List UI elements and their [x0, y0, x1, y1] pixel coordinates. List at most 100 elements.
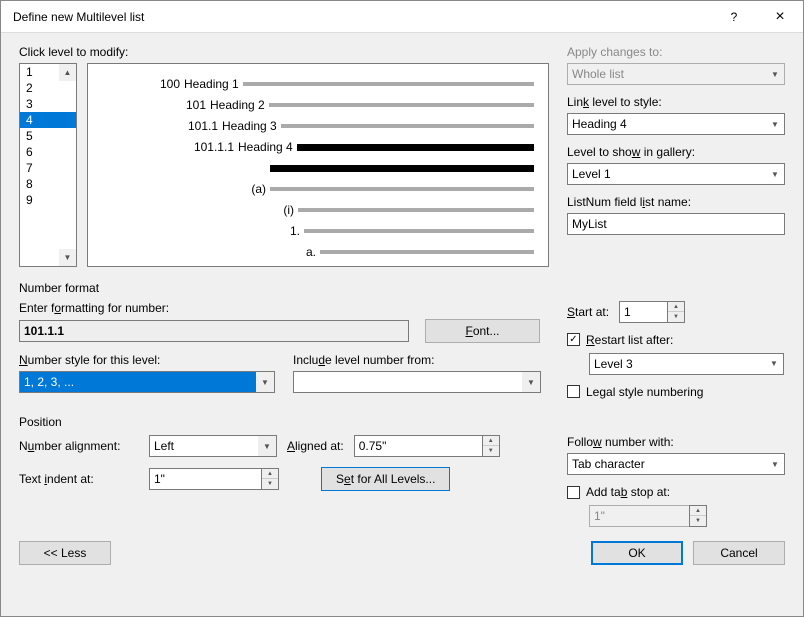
preview-bar: [320, 250, 534, 254]
scroll-up-icon[interactable]: ▲: [59, 64, 76, 81]
legal-label: Legal style numbering: [586, 385, 703, 399]
level-item[interactable]: 8: [20, 176, 76, 192]
alignment-value: Left: [154, 439, 174, 453]
preview-heading-label: Heading 1: [184, 77, 239, 91]
less-button[interactable]: << Less: [19, 541, 111, 565]
preview-bar: [298, 208, 534, 212]
title-bar: Define new Multilevel list ? ×: [1, 1, 803, 33]
chevron-down-icon[interactable]: ▼: [766, 114, 784, 134]
set-all-levels-button[interactable]: Set for All Levels...: [321, 467, 450, 491]
preview-line: a.: [88, 242, 534, 262]
preview-bar: [281, 124, 534, 128]
level-item[interactable]: 6: [20, 144, 76, 160]
spin-up-icon: ▲: [690, 506, 706, 516]
apply-changes-label: Apply changes to:: [567, 45, 785, 59]
level-listbox[interactable]: ▲ ▼ 123456789: [19, 63, 77, 267]
show-gallery-label: Level to show in gallery:: [567, 145, 785, 159]
add-tab-checkbox[interactable]: Add tab stop at:: [567, 485, 670, 499]
position-section-label: Position: [19, 415, 785, 429]
chevron-down-icon[interactable]: ▼: [256, 372, 274, 392]
preview-heading-label: Heading 3: [222, 119, 277, 133]
spin-up-icon[interactable]: ▲: [483, 436, 499, 446]
link-level-select[interactable]: Heading 4 ▼: [567, 113, 785, 135]
preview-bar: [269, 103, 534, 107]
start-at-label: Start at:: [567, 305, 609, 319]
show-gallery-select[interactable]: Level 1 ▼: [567, 163, 785, 185]
close-button[interactable]: ×: [757, 1, 803, 33]
preview-bar: [270, 187, 534, 191]
restart-select[interactable]: Level 3 ▼: [589, 353, 784, 375]
alignment-label: Number alignment:: [19, 439, 139, 453]
preview-number: (a): [88, 182, 270, 196]
preview-number: 101: [88, 98, 210, 112]
link-level-label: Link level to style:: [567, 95, 785, 109]
level-item[interactable]: 3: [20, 96, 76, 112]
text-indent-input[interactable]: [149, 468, 261, 490]
ok-button[interactable]: OK: [591, 541, 683, 565]
preview-line: i.: [88, 263, 534, 267]
start-at-spinner[interactable]: ▲▼: [619, 301, 685, 323]
chevron-down-icon[interactable]: ▼: [765, 354, 783, 374]
chevron-down-icon[interactable]: ▼: [522, 372, 540, 392]
text-indent-label: Text indent at:: [19, 472, 139, 486]
spin-down-icon[interactable]: ▼: [483, 446, 499, 456]
chevron-down-icon[interactable]: ▼: [766, 164, 784, 184]
less-label: << Less: [44, 546, 87, 560]
link-level-value: Heading 4: [572, 117, 627, 131]
level-item[interactable]: 2: [20, 80, 76, 96]
checkbox-icon: [567, 385, 580, 398]
spin-down-icon[interactable]: ▼: [262, 479, 278, 489]
aligned-at-input[interactable]: [354, 435, 482, 457]
scroll-down-icon[interactable]: ▼: [59, 249, 76, 266]
text-indent-spinner[interactable]: ▲▼: [149, 468, 279, 490]
preview-bar: [270, 165, 534, 172]
spin-up-icon[interactable]: ▲: [262, 469, 278, 479]
cancel-button[interactable]: Cancel: [693, 541, 785, 565]
preview-number: (i): [88, 203, 298, 217]
chevron-down-icon[interactable]: ▼: [258, 436, 276, 456]
level-item[interactable]: 4: [20, 112, 76, 128]
font-button[interactable]: Font...: [425, 319, 540, 343]
preview-number: 101.1.1: [88, 140, 238, 154]
preview-line: 1.: [88, 221, 534, 241]
alignment-select[interactable]: Left ▼: [149, 435, 277, 457]
chevron-down-icon[interactable]: ▼: [766, 454, 784, 474]
format-input[interactable]: [19, 320, 409, 342]
preview-bar: [304, 229, 534, 233]
aligned-at-spinner[interactable]: ▲▼: [354, 435, 500, 457]
ok-label: OK: [628, 546, 645, 560]
close-icon: ×: [775, 8, 784, 26]
restart-checkbox[interactable]: ✓ Restart list after:: [567, 333, 673, 347]
level-item[interactable]: 5: [20, 128, 76, 144]
number-style-label: Number style for this level:: [19, 353, 275, 367]
level-item[interactable]: 7: [20, 160, 76, 176]
preview-line: (i): [88, 200, 534, 220]
click-level-label: Click level to modify:: [19, 45, 549, 59]
follow-label: Follow number with:: [567, 435, 785, 449]
preview-number: a.: [88, 245, 320, 259]
help-button[interactable]: ?: [711, 1, 757, 33]
number-style-select[interactable]: 1, 2, 3, ... ▼: [19, 371, 275, 393]
enter-formatting-label: Enter formatting for number:: [19, 301, 549, 315]
restart-value: Level 3: [594, 357, 633, 371]
apply-changes-select: Whole list ▼: [567, 63, 785, 85]
spin-up-icon[interactable]: ▲: [668, 302, 684, 312]
preview-line: (a): [88, 179, 534, 199]
number-format-section-label: Number format: [19, 281, 785, 295]
number-style-value: 1, 2, 3, ...: [24, 375, 74, 389]
listnum-input[interactable]: [567, 213, 785, 235]
aligned-at-label: Aligned at:: [287, 439, 344, 453]
preview-number: 101.1: [88, 119, 222, 133]
restart-label: Restart list after:: [586, 333, 673, 347]
follow-select[interactable]: Tab character ▼: [567, 453, 785, 475]
level-item[interactable]: 9: [20, 192, 76, 208]
preview-number: 1.: [88, 224, 304, 238]
cancel-label: Cancel: [720, 546, 757, 560]
spin-down-icon: ▼: [690, 516, 706, 526]
spin-down-icon[interactable]: ▼: [668, 312, 684, 322]
start-at-input[interactable]: [619, 301, 667, 323]
add-tab-input: [589, 505, 689, 527]
legal-checkbox[interactable]: Legal style numbering: [567, 385, 703, 399]
preview-pane: 100Heading 1101Heading 2101.1Heading 310…: [87, 63, 549, 267]
include-level-select[interactable]: ▼: [293, 371, 541, 393]
